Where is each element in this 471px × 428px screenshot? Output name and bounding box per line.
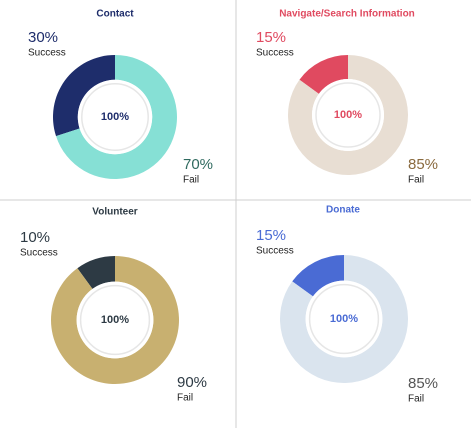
category-label: Success [20, 248, 58, 259]
category-label: Fail [183, 175, 199, 186]
category-label: Fail [408, 175, 424, 186]
donut-segment [52, 55, 115, 137]
value-label: 10% [20, 229, 50, 246]
center-label: 100% [101, 111, 129, 123]
donut-hole [76, 281, 154, 359]
center-label: 100% [330, 313, 358, 325]
inner-ring [81, 83, 149, 151]
value-label: 15% [256, 227, 286, 244]
donut-segment [77, 256, 115, 289]
donut-segment [280, 255, 408, 383]
value-label: 85% [408, 375, 438, 392]
donut-segment [56, 55, 177, 179]
center-label: 100% [101, 314, 129, 326]
category-label: Success [256, 246, 294, 257]
donut-hole [305, 280, 383, 358]
donut-segment [288, 55, 409, 175]
chart-title: Navigate/Search Information [279, 9, 415, 20]
donut-hole [312, 79, 384, 151]
value-label: 85% [408, 156, 438, 173]
value-label: 70% [183, 156, 213, 173]
category-label: Success [256, 48, 294, 59]
inner-ring [79, 284, 151, 356]
chart-title: Donate [326, 205, 360, 216]
category-label: Fail [177, 393, 193, 404]
category-label: Fail [408, 394, 424, 405]
category-label: Success [28, 48, 66, 59]
donut-hole [77, 79, 153, 155]
chart-title: Volunteer [92, 207, 137, 218]
chart-title: Contact [96, 9, 134, 20]
center-label: 100% [334, 109, 362, 121]
donut-segment [299, 55, 348, 94]
value-label: 30% [28, 29, 58, 46]
value-label: 90% [177, 374, 207, 391]
donut-segment [50, 256, 179, 385]
inner-ring [315, 82, 381, 148]
donut-segment [292, 255, 344, 297]
value-label: 15% [256, 29, 286, 46]
inner-ring [308, 283, 380, 355]
